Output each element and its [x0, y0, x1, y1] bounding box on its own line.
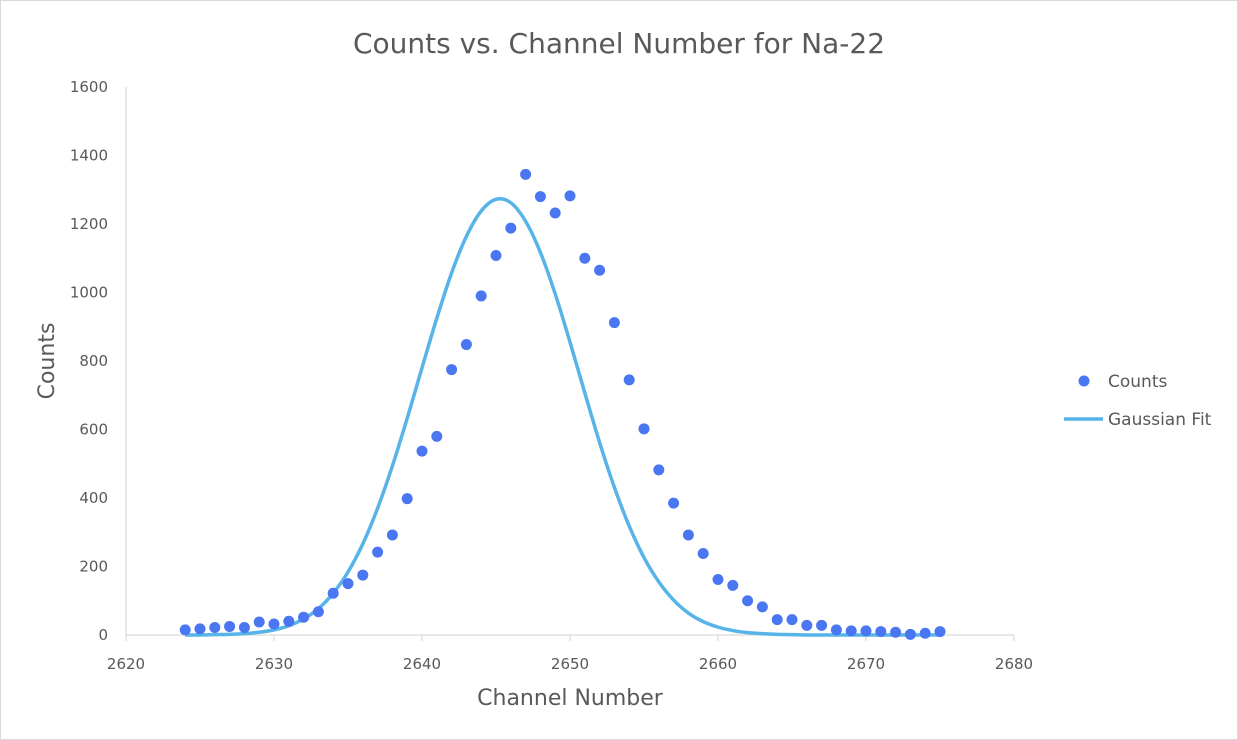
y-tick-label: 200 [79, 558, 108, 576]
data-point [446, 364, 458, 376]
data-point [845, 625, 857, 637]
data-point [431, 430, 443, 442]
y-tick-label: 600 [79, 421, 108, 439]
gaussian-fit-line [185, 197, 940, 637]
data-point [579, 252, 591, 264]
legend-marker-counts [1078, 375, 1090, 387]
data-point [327, 587, 339, 599]
data-point [238, 621, 250, 633]
data-point [919, 627, 931, 639]
data-point [934, 626, 946, 638]
data-point [386, 529, 398, 541]
data-point [875, 626, 887, 638]
data-point [401, 493, 413, 505]
data-point [357, 569, 369, 581]
x-tick-label: 2670 [847, 655, 885, 673]
y-tick-label: 0 [98, 626, 108, 644]
legend: Counts Gaussian Fit [1064, 372, 1212, 430]
data-point [342, 578, 354, 590]
data-point [194, 623, 206, 635]
data-point [697, 547, 709, 559]
x-tick-marks [125, 635, 1015, 641]
data-point [268, 618, 280, 630]
data-point [372, 546, 384, 558]
data-point [668, 497, 680, 509]
y-tick-label: 1200 [70, 215, 108, 233]
y-tick-label: 400 [79, 489, 108, 507]
x-tick-labels: 2620 2630 2640 2650 2660 2670 2680 [107, 655, 1033, 673]
data-point [712, 574, 724, 586]
data-point [253, 616, 265, 628]
y-tick-label: 1000 [70, 284, 108, 302]
data-point [312, 606, 324, 618]
data-point [623, 374, 635, 386]
data-point [830, 624, 842, 636]
data-point [816, 619, 828, 631]
y-tick-labels: 0 200 400 600 800 1000 1200 1400 1600 [70, 78, 108, 644]
y-tick-label: 1400 [70, 147, 108, 165]
x-tick-label: 2680 [995, 655, 1033, 673]
x-tick-label: 2640 [403, 655, 441, 673]
y-axis-title: Counts [35, 323, 60, 400]
data-point [801, 619, 813, 631]
x-axis-title: Channel Number [477, 686, 664, 711]
data-point [475, 290, 487, 302]
data-point [283, 615, 295, 627]
y-tick-label: 800 [79, 352, 108, 370]
data-point [520, 168, 532, 180]
data-point [653, 464, 665, 476]
data-point [179, 624, 191, 636]
data-point [682, 529, 694, 541]
data-point [416, 445, 428, 457]
x-tick-label: 2630 [255, 655, 293, 673]
data-point [860, 625, 872, 637]
plot-marks [179, 168, 946, 640]
data-point [594, 264, 606, 276]
x-tick-label: 2620 [107, 655, 145, 673]
data-point [549, 207, 561, 219]
data-point [490, 250, 502, 262]
legend-label-gaussian-fit: Gaussian Fit [1108, 410, 1212, 430]
x-tick-label: 2650 [551, 655, 589, 673]
data-point [742, 595, 754, 607]
data-point [298, 611, 310, 623]
legend-label-counts: Counts [1108, 372, 1167, 392]
data-point [209, 621, 221, 633]
data-point [771, 614, 783, 626]
y-tick-label: 1600 [70, 78, 108, 96]
data-point [786, 614, 798, 626]
data-point [756, 601, 768, 613]
data-point [460, 339, 472, 351]
data-point [564, 190, 576, 202]
data-point [890, 626, 902, 638]
data-point [505, 222, 517, 234]
data-point [904, 628, 916, 640]
data-point [534, 191, 546, 203]
data-point [638, 423, 650, 435]
data-point [727, 579, 739, 591]
data-point [224, 620, 236, 632]
data-point [608, 317, 620, 329]
chart-title: Counts vs. Channel Number for Na-22 [353, 27, 885, 60]
x-tick-label: 2660 [699, 655, 737, 673]
